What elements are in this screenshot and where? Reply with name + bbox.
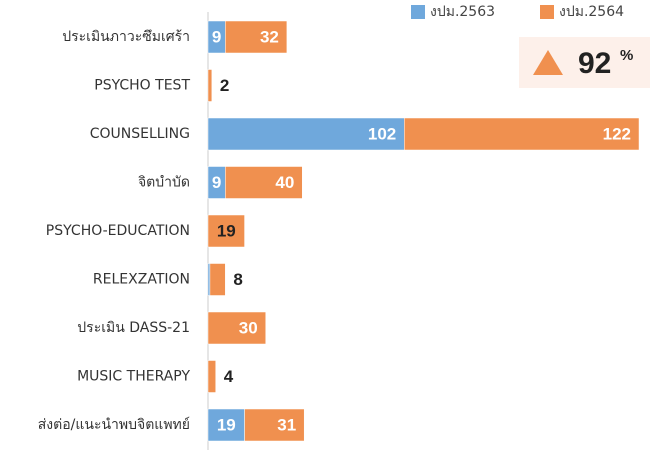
category-label: จิตบำบัด — [138, 175, 190, 191]
bar-segment — [207, 117, 405, 151]
bar-segment — [207, 311, 266, 345]
category-label: ส่งต่อ/แนะนำพบจิตแพทย์ — [38, 416, 190, 433]
bar-segment — [225, 20, 288, 54]
bar-segment — [209, 263, 226, 296]
legend-swatch — [411, 5, 425, 19]
value-label: 40 — [275, 173, 294, 192]
value-label: 122 — [603, 124, 631, 143]
annotation-unit: % — [620, 47, 633, 64]
legend-swatch — [540, 5, 554, 19]
category-label: PSYCHO-EDUCATION — [46, 223, 190, 239]
value-label: 8 — [233, 270, 242, 289]
bar-segment — [207, 360, 216, 393]
value-label: 19 — [217, 415, 236, 434]
category-label: ประเมิน DASS-21 — [77, 320, 190, 336]
value-label: 2 — [220, 76, 229, 95]
value-label: 32 — [260, 27, 279, 46]
value-label: 102 — [368, 124, 396, 143]
value-label: 30 — [239, 318, 258, 337]
bar-segment — [225, 166, 303, 199]
category-label: PSYCHO TEST — [94, 78, 190, 94]
category-label: RELEXZATION — [93, 272, 190, 288]
bar-segment — [207, 408, 245, 442]
legend-label: งปม.2563 — [430, 4, 495, 20]
category-label: COUNSELLING — [90, 126, 190, 142]
value-label: 9 — [212, 173, 221, 192]
up-arrow — [533, 50, 563, 75]
bar-segment — [404, 117, 640, 151]
category-label: ประเมินภาวะซึมเศร้า — [62, 29, 190, 45]
category-label: MUSIC THERAPY — [77, 369, 190, 385]
value-label: 19 — [217, 221, 236, 240]
legend-label: งปม.2564 — [559, 4, 624, 20]
value-label: 9 — [212, 27, 221, 46]
bar-segment — [207, 214, 245, 248]
annotation-value: 92 — [578, 47, 611, 80]
bar-segment — [244, 408, 305, 442]
value-label: 4 — [224, 367, 234, 386]
bar-segment — [207, 69, 213, 102]
value-label: 31 — [277, 415, 296, 434]
